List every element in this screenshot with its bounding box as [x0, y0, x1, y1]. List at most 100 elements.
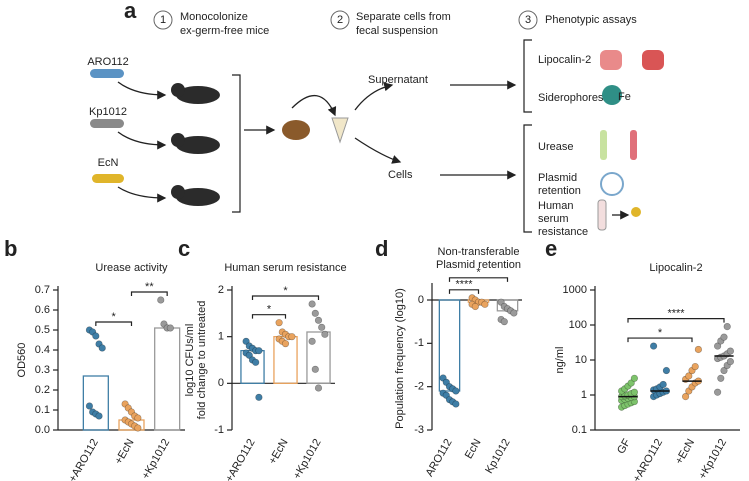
assay-label: serum: [538, 213, 569, 225]
significance-label: *: [476, 267, 481, 279]
data-point: [98, 344, 106, 352]
assay-label: Siderophores: [538, 92, 604, 104]
arrow: [291, 94, 337, 117]
data-point: [321, 330, 329, 338]
y-tick-label: 0.6: [35, 304, 50, 316]
bar: [82, 375, 109, 431]
x-tick-label: +Kp1012: [291, 437, 324, 481]
tube-icon: [630, 130, 637, 160]
panel-label: d: [375, 236, 388, 261]
data-point: [311, 365, 319, 373]
data-point: [720, 366, 728, 375]
data-point: [245, 351, 253, 359]
data-point: [723, 323, 731, 331]
data-point: [694, 345, 703, 354]
data-point: [630, 388, 639, 396]
y-tick-label: 0.2: [35, 384, 50, 396]
y-axis-label: ng/ml: [554, 347, 566, 374]
data-point: [134, 414, 142, 422]
data-point: [95, 412, 103, 420]
y-tick-label: 0.4: [35, 344, 50, 356]
fraction-label: Cells: [388, 169, 413, 181]
data-point: [314, 316, 323, 324]
y-tick-label: -1: [414, 337, 424, 349]
significance-bracket: [130, 291, 168, 296]
plasmid-icon: [600, 172, 624, 196]
data-point: [481, 300, 489, 308]
x-tick-label: +EcN: [113, 437, 137, 467]
arrow: [117, 131, 167, 150]
x-tick-label: EcN: [463, 437, 484, 461]
y-tick-label: -2: [414, 381, 424, 393]
assay-label: resistance: [538, 226, 588, 238]
step-number: 3: [525, 14, 531, 26]
significance-label: *: [283, 285, 288, 297]
significance-label: **: [145, 281, 154, 293]
data-point: [510, 309, 518, 317]
tube-icon: [600, 130, 607, 160]
y-axis-label: Population frequency (log10): [394, 288, 406, 429]
x-tick-label: +ARO112: [67, 437, 101, 481]
data-point: [308, 337, 316, 345]
intestine-icon: [642, 50, 664, 70]
y-axis-label: log10 CFUs/ml: [184, 324, 196, 397]
data-point: [85, 402, 94, 410]
data-point: [166, 324, 174, 332]
data-point: [255, 393, 263, 401]
panel-label: b: [4, 236, 17, 261]
chart-title: Urease activity: [95, 262, 168, 274]
x-tick-label: GF: [615, 437, 633, 456]
arrow: [117, 186, 167, 203]
arrow: [354, 137, 402, 164]
data-point: [685, 372, 693, 380]
data-point: [281, 340, 290, 348]
data-point: [308, 300, 316, 308]
chart-title: Human serum resistance: [224, 262, 346, 274]
bar: [118, 419, 145, 431]
bacterium: [631, 207, 641, 217]
tube: [331, 117, 349, 144]
strain-label: ARO112: [87, 56, 128, 68]
data-point: [630, 374, 639, 382]
y-tick-label: -3: [414, 424, 424, 436]
bracket: [232, 74, 241, 213]
data-point: [713, 388, 722, 396]
assay-label: retention: [538, 185, 581, 197]
x-tick-label: Kp1012: [483, 437, 512, 476]
siderophore-icon: [602, 85, 622, 105]
significance-bracket: [448, 289, 480, 294]
x-tick-label: +ARO112: [223, 437, 257, 481]
bacterium: [92, 174, 124, 183]
significance-label: *: [267, 304, 272, 316]
data-point: [452, 400, 460, 408]
y-tick-label: 0.7: [35, 284, 50, 296]
significance-bracket: [627, 318, 725, 323]
data-point: [720, 333, 728, 341]
panel-a: a 1 Monocolonize ex-germ-free mice 2 Sep…: [87, 0, 664, 238]
step-text: Separate cells from: [356, 11, 451, 23]
significance-label: *: [658, 327, 663, 339]
assay-label: Human: [538, 200, 573, 212]
data-point: [242, 337, 250, 345]
step-text: fecal suspension: [356, 25, 438, 37]
x-tick-label: +EcN: [267, 437, 291, 467]
data-point: [691, 362, 699, 371]
strain-label: Kp1012: [89, 106, 127, 118]
assay-label: Urease: [538, 141, 573, 153]
chart-title: Lipocalin-2: [649, 262, 702, 274]
panel-label: e: [545, 236, 557, 261]
data-point: [252, 358, 260, 366]
y-tick-label: 100: [569, 319, 587, 331]
x-tick-label: ARO112: [424, 437, 455, 479]
y-axis-label: fold change to untreated: [196, 301, 208, 420]
data-point: [662, 366, 671, 375]
chart-title: Non-transferable: [438, 246, 520, 258]
data-point: [134, 424, 142, 432]
data-point: [288, 333, 296, 341]
tube-icon: [597, 199, 607, 231]
bracket: [523, 39, 532, 113]
panel-label: a: [124, 0, 137, 23]
step-number: 2: [337, 14, 343, 26]
arrow: [354, 82, 394, 111]
